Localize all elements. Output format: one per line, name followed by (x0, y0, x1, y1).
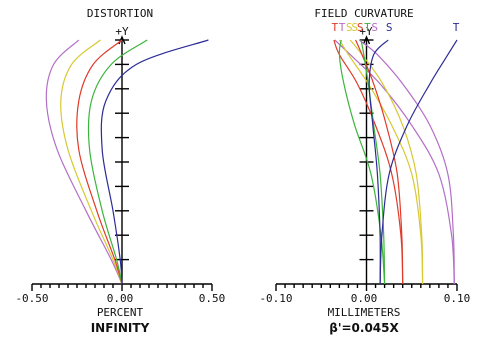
distortion-x-axis-label: PERCENT (97, 306, 144, 319)
distortion-x-tick-label: 0.50 (199, 292, 226, 305)
distortion-curves (45, 39, 209, 285)
field-curvature-top-label: S (357, 21, 364, 34)
field-curvature-grid (275, 35, 458, 291)
distortion-curve-blue (100, 39, 209, 285)
distortion-title: DISTORTION (87, 7, 153, 20)
distortion-curve-green (87, 39, 148, 285)
field-curvature-x-tick-label: 0.00 (351, 292, 378, 305)
field-curvature-top-label: T (453, 21, 460, 34)
distortion-panel: DISTORTION +Y -0.50 0.00 0.50 PERCENT IN… (15, 7, 225, 335)
field-curvature-x-tick-label: 0.10 (444, 292, 471, 305)
field-curvature-curve-yellow-t (338, 39, 424, 285)
field-curvature-curve-green-s (360, 39, 386, 285)
field-curvature-title: FIELD CURVATURE (314, 7, 413, 20)
field-curvature-top-label: T (332, 21, 339, 34)
distortion-curve-yellow (60, 39, 123, 285)
field-curvature-sublabel: β'=0.045X (329, 321, 399, 335)
field-curvature-top-label: S (386, 21, 393, 34)
field-curvature-y-axis-arrow (362, 35, 371, 45)
distortion-x-tick-label: -0.50 (15, 292, 48, 305)
distortion-y-axis-label: +Y (115, 25, 129, 38)
field-curvature-top-label: S (351, 21, 358, 34)
field-curvature-curve-blue-s (368, 39, 389, 285)
field-curvature-y-axis-label: +Y (359, 25, 373, 38)
field-curvature-top-label: T (364, 21, 371, 34)
field-curvature-curve-red-s (355, 39, 404, 285)
field-curvature-panel: FIELD CURVATURE +Y T T SSS T S S T -0.10 0.00 … (259, 7, 470, 335)
field-curvature-top-label: S (346, 21, 353, 34)
field-curvature-x-axis-label: MILLIMETERS (328, 306, 401, 319)
distortion-x-tick-label: 0.00 (107, 292, 134, 305)
distortion-curve-violet (45, 39, 123, 285)
field-curvature-top-label: T (339, 21, 346, 34)
field-curvature-curve-violet-t (334, 39, 455, 285)
field-curvature-top-label: S (371, 21, 378, 34)
distortion-curve-red (76, 39, 123, 285)
field-curvature-curve-green-t (338, 39, 386, 285)
field-curvature-curves (333, 39, 458, 285)
field-curvature-x-tick-label: -0.10 (259, 292, 292, 305)
distortion-sublabel: INFINITY (91, 321, 150, 335)
field-curvature-top-labels: T T SSS T S S T (332, 21, 460, 34)
field-curvature-curve-violet-s (358, 39, 455, 285)
field-curvature-curve-blue-t (379, 39, 458, 285)
